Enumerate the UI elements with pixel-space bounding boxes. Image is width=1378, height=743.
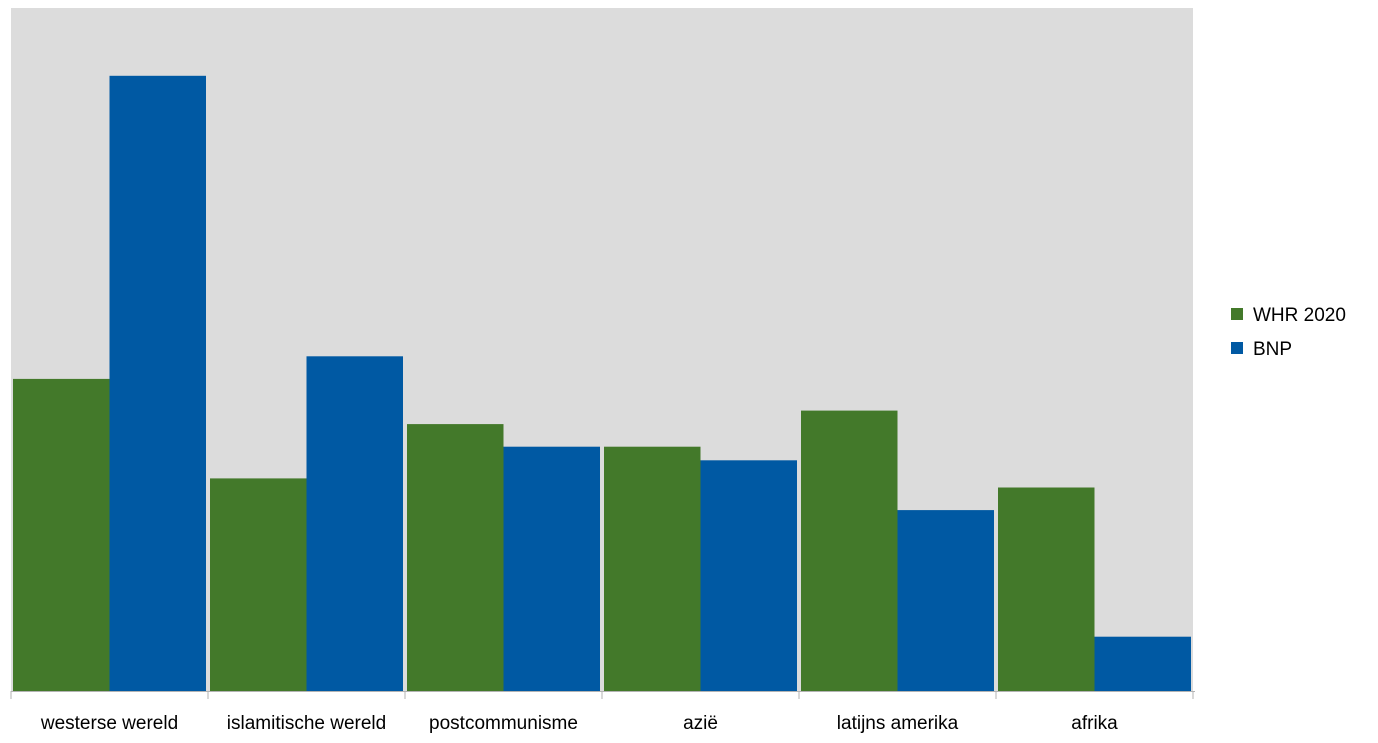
legend-label: WHR 2020 [1253, 305, 1346, 326]
x-axis [10, 691, 1195, 699]
bar-whr-2020-azi [604, 446, 701, 691]
bar-bnp-azi [700, 460, 797, 691]
bar-whr-2020-latijns-amerika [801, 410, 898, 691]
legend-label: BNP [1253, 339, 1292, 360]
legend-swatch [1231, 342, 1243, 354]
bar-bnp-latijns-amerika [897, 510, 994, 691]
bar-bnp-afrika [1094, 636, 1191, 691]
bar-whr-2020-islamitische-wereld [210, 478, 307, 691]
bar-whr-2020-afrika [998, 487, 1095, 691]
plot-area [11, 8, 1193, 691]
x-tick-label: islamitische wereld [227, 713, 386, 734]
bar-bnp-islamitische-wereld [306, 356, 403, 691]
x-tick-label: afrika [1071, 713, 1118, 734]
legend-swatch [1231, 308, 1243, 320]
category-labels: westerse wereld islamitische wereld postco… [40, 713, 1118, 734]
bar-whr-2020-postcommunisme [407, 424, 504, 691]
x-tick-label: postcommunisme [429, 713, 578, 734]
bar-bnp-postcommunisme [503, 446, 600, 691]
legend: WHR 2020 BNP [1231, 305, 1346, 360]
x-tick-label: azië [683, 713, 718, 734]
bars [13, 75, 1191, 692]
bar-bnp-westerse-wereld [109, 75, 206, 692]
x-tick-label: westerse wereld [40, 713, 178, 734]
bar-whr-2020-westerse-wereld [13, 378, 110, 691]
x-tick-label: latijns amerika [837, 713, 959, 734]
